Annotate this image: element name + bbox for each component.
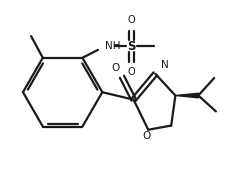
Text: N: N bbox=[161, 61, 169, 70]
Polygon shape bbox=[175, 93, 198, 98]
Text: O: O bbox=[142, 131, 150, 141]
Text: O: O bbox=[128, 67, 135, 77]
Text: O: O bbox=[111, 62, 119, 73]
Text: O: O bbox=[128, 15, 135, 25]
Text: NH: NH bbox=[105, 41, 121, 51]
Text: S: S bbox=[127, 40, 136, 53]
